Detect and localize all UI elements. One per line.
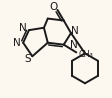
Text: S: S (24, 54, 31, 64)
Text: N: N (70, 40, 77, 50)
Text: CH₃: CH₃ (79, 50, 93, 59)
Text: O: O (50, 2, 58, 12)
Text: N: N (13, 38, 21, 48)
Text: N: N (71, 26, 79, 36)
Text: N: N (19, 23, 27, 33)
